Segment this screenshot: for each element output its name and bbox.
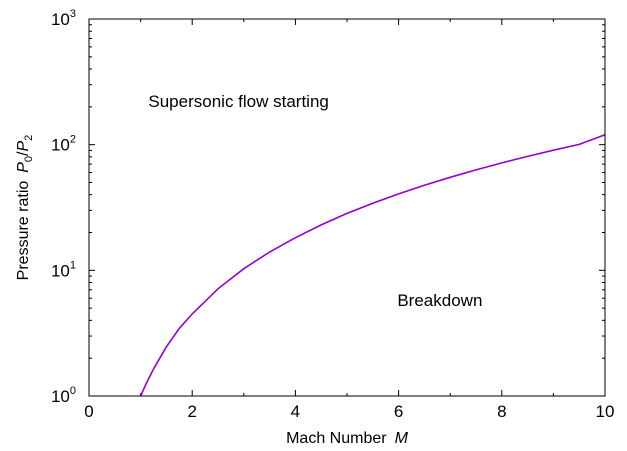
series-line	[139, 133, 606, 397]
x-tick-label: 0	[84, 402, 93, 421]
annotation-0: Supersonic flow starting	[148, 92, 328, 111]
y-tick-label: 102	[51, 134, 76, 155]
x-tick-label: 8	[497, 402, 506, 421]
annotation-1: Breakdown	[397, 291, 482, 310]
plot-frame	[88, 18, 606, 397]
x-tick-labels: 0 2 4 6 8 10	[84, 402, 614, 421]
x-tick-label: 6	[394, 402, 403, 421]
annotations: Supersonic flow starting Breakdown	[148, 92, 482, 310]
tick-marks	[88, 18, 606, 397]
y-axis-label: Pressure ratioP0/P2	[15, 135, 35, 281]
y-tick-label: 101	[51, 259, 76, 280]
y-tick-label: 100	[51, 385, 76, 406]
x-tick-label: 10	[596, 402, 615, 421]
x-axis-label: Mach Number M	[286, 430, 408, 447]
y-tick-label: 103	[51, 8, 76, 29]
y-tick-labels: 100 101 102 103	[51, 8, 76, 406]
x-tick-label: 2	[187, 402, 196, 421]
x-tick-label: 4	[291, 402, 300, 421]
